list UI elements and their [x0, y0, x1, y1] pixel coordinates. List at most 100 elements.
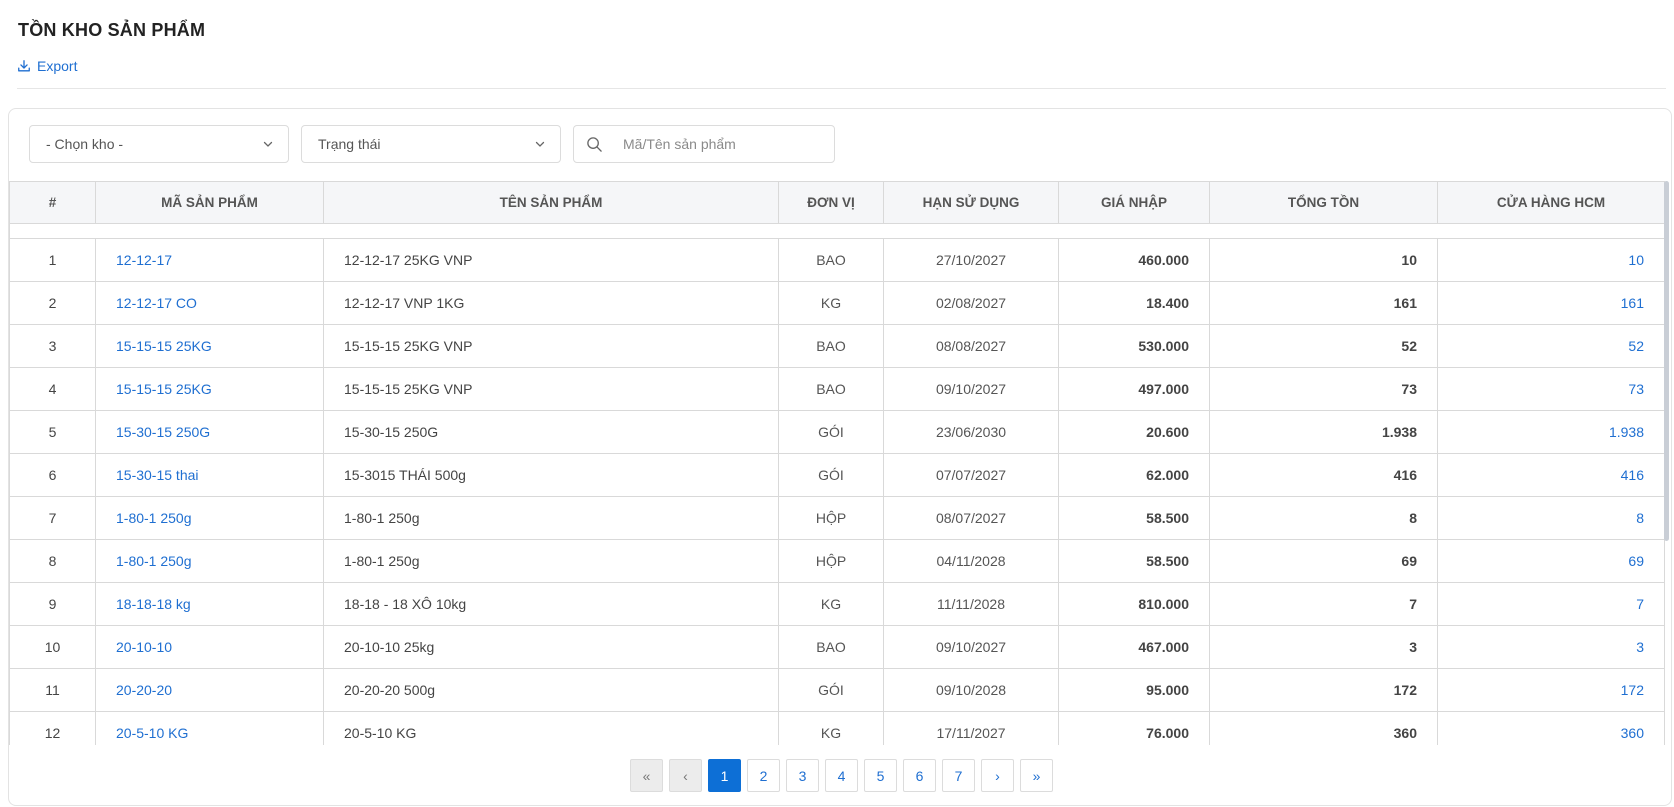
cell-product-code[interactable]: 15-15-15 25KG — [95, 324, 324, 368]
table-row: 1 12-12-17 12-12-17 25KG VNP BAO 27/10/2027 4… — [9, 238, 1665, 282]
cell-store-hcm[interactable]: 3 — [1437, 625, 1665, 669]
table-header-row: # MÃ SẢN PHẨM TÊN SẢN PHẨM ĐƠN VỊ HẠN SỬ… — [9, 181, 1665, 224]
cell-product-code[interactable]: 12-12-17 CO — [95, 281, 324, 325]
cell-expiry: 17/11/2027 — [883, 711, 1059, 745]
col-header-store-hcm[interactable]: CỬA HÀNG HCM — [1437, 181, 1665, 224]
last-page-button[interactable]: » — [1020, 759, 1053, 792]
cell-unit: GÓI — [778, 410, 884, 454]
table-row: 11 20-20-20 20-20-20 500g GÓI 09/10/2028 95.0… — [9, 668, 1665, 712]
cell-product-code[interactable]: 1-80-1 250g — [95, 496, 324, 540]
inventory-table: # MÃ SẢN PHẨM TÊN SẢN PHẨM ĐƠN VỊ HẠN SỬ… — [9, 181, 1665, 745]
table-row: 9 18-18-18 kg 18-18 - 18 XÔ 10kg KG 11/11/20… — [9, 582, 1665, 626]
cell-product-code[interactable]: 20-20-20 — [95, 668, 324, 712]
prev-page-button[interactable]: ‹ — [669, 759, 702, 792]
table-row: 10 20-10-10 20-10-10 25kg BAO 09/10/2027 467.… — [9, 625, 1665, 669]
table-scrollbar[interactable] — [1664, 181, 1669, 541]
page-button-2[interactable]: 2 — [747, 759, 780, 792]
cell-index: 7 — [9, 496, 96, 540]
cell-store-hcm[interactable]: 360 — [1437, 711, 1665, 745]
cell-product-code[interactable]: 15-30-15 thai — [95, 453, 324, 497]
cell-store-hcm[interactable]: 172 — [1437, 668, 1665, 712]
cell-product-name: 18-18 - 18 XÔ 10kg — [323, 582, 779, 626]
cell-store-hcm[interactable]: 1.938 — [1437, 410, 1665, 454]
col-header-code[interactable]: MÃ SẢN PHẨM — [95, 181, 324, 224]
cell-product-name: 1-80-1 250g — [323, 539, 779, 583]
col-header-total[interactable]: TỔNG TỒN — [1209, 181, 1438, 224]
cell-product-name: 12-12-17 VNP 1KG — [323, 281, 779, 325]
cell-store-hcm[interactable]: 69 — [1437, 539, 1665, 583]
cell-price: 18.400 — [1058, 281, 1210, 325]
col-header-price[interactable]: GIÁ NHẬP — [1058, 181, 1210, 224]
cell-price: 460.000 — [1058, 238, 1210, 282]
cell-store-hcm[interactable]: 8 — [1437, 496, 1665, 540]
cell-unit: KG — [778, 582, 884, 626]
cell-product-name: 15-3015 THÁI 500g — [323, 453, 779, 497]
cell-unit: BAO — [778, 625, 884, 669]
cell-store-hcm[interactable]: 73 — [1437, 367, 1665, 411]
cell-total: 73 — [1209, 367, 1438, 411]
cell-store-hcm[interactable]: 10 — [1437, 238, 1665, 282]
cell-product-code[interactable]: 18-18-18 kg — [95, 582, 324, 626]
page-button-1[interactable]: 1 — [708, 759, 741, 792]
cell-price: 95.000 — [1058, 668, 1210, 712]
cell-unit: GÓI — [778, 453, 884, 497]
table-row: 3 15-15-15 25KG 15-15-15 25KG VNP BAO 08/08/… — [9, 324, 1665, 368]
cell-expiry: 04/11/2028 — [883, 539, 1059, 583]
cell-price: 810.000 — [1058, 582, 1210, 626]
cell-total: 8 — [1209, 496, 1438, 540]
cell-index: 11 — [9, 668, 96, 712]
next-page-button[interactable]: › — [981, 759, 1014, 792]
cell-product-code[interactable]: 1-80-1 250g — [95, 539, 324, 583]
product-search-input[interactable] — [621, 135, 815, 153]
page-button-4[interactable]: 4 — [825, 759, 858, 792]
cell-product-code[interactable]: 12-12-17 — [95, 238, 324, 282]
spacer-cell — [9, 223, 1665, 239]
page-button-5[interactable]: 5 — [864, 759, 897, 792]
table-row: 4 15-15-15 25KG 15-15-15 25KG VNP BAO 09/10/… — [9, 367, 1665, 411]
search-box[interactable] — [573, 125, 835, 163]
cell-store-hcm[interactable]: 52 — [1437, 324, 1665, 368]
table-row: 8 1-80-1 250g 1-80-1 250g HỘP 04/11/2028 58.5… — [9, 539, 1665, 583]
warehouse-select-value: - Chọn kho - — [46, 136, 124, 152]
cell-expiry: 09/10/2028 — [883, 668, 1059, 712]
cell-product-name: 15-15-15 25KG VNP — [323, 324, 779, 368]
page-button-3[interactable]: 3 — [786, 759, 819, 792]
table-row: 12 20-5-10 KG 20-5-10 KG KG 17/11/2027 76.000… — [9, 711, 1665, 745]
cell-expiry: 11/11/2028 — [883, 582, 1059, 626]
cell-store-hcm[interactable]: 161 — [1437, 281, 1665, 325]
search-icon — [587, 136, 602, 152]
col-header-name[interactable]: TÊN SẢN PHẨM — [323, 181, 779, 224]
cell-index: 8 — [9, 539, 96, 583]
warehouse-select[interactable]: - Chọn kho - — [29, 125, 289, 163]
cell-price: 530.000 — [1058, 324, 1210, 368]
export-button[interactable]: Export — [17, 58, 77, 74]
cell-index: 10 — [9, 625, 96, 669]
col-header-expiry[interactable]: HẠN SỬ DỤNG — [883, 181, 1059, 224]
cell-store-hcm[interactable]: 7 — [1437, 582, 1665, 626]
cell-index: 1 — [9, 238, 96, 282]
cell-price: 62.000 — [1058, 453, 1210, 497]
cell-product-code[interactable]: 20-5-10 KG — [95, 711, 324, 745]
cell-expiry: 02/08/2027 — [883, 281, 1059, 325]
cell-index: 6 — [9, 453, 96, 497]
cell-product-name: 20-5-10 KG — [323, 711, 779, 745]
page-button-6[interactable]: 6 — [903, 759, 936, 792]
first-page-button[interactable]: « — [630, 759, 663, 792]
cell-product-code[interactable]: 15-15-15 25KG — [95, 367, 324, 411]
cell-price: 58.500 — [1058, 539, 1210, 583]
cell-index: 3 — [9, 324, 96, 368]
col-header-index[interactable]: # — [9, 181, 96, 224]
export-label: Export — [37, 58, 78, 74]
cell-product-code[interactable]: 15-30-15 250G — [95, 410, 324, 454]
cell-store-hcm[interactable]: 416 — [1437, 453, 1665, 497]
cell-product-code[interactable]: 20-10-10 — [95, 625, 324, 669]
cell-index: 5 — [9, 410, 96, 454]
cell-index: 2 — [9, 281, 96, 325]
cell-product-name: 12-12-17 25KG VNP — [323, 238, 779, 282]
cell-expiry: 07/07/2027 — [883, 453, 1059, 497]
table-row: 5 15-30-15 250G 15-30-15 250G GÓI 23/06/2030… — [9, 410, 1665, 454]
status-select[interactable]: Trạng thái — [301, 125, 561, 163]
cell-price: 497.000 — [1058, 367, 1210, 411]
page-button-7[interactable]: 7 — [942, 759, 975, 792]
col-header-unit[interactable]: ĐƠN VỊ — [778, 181, 884, 224]
